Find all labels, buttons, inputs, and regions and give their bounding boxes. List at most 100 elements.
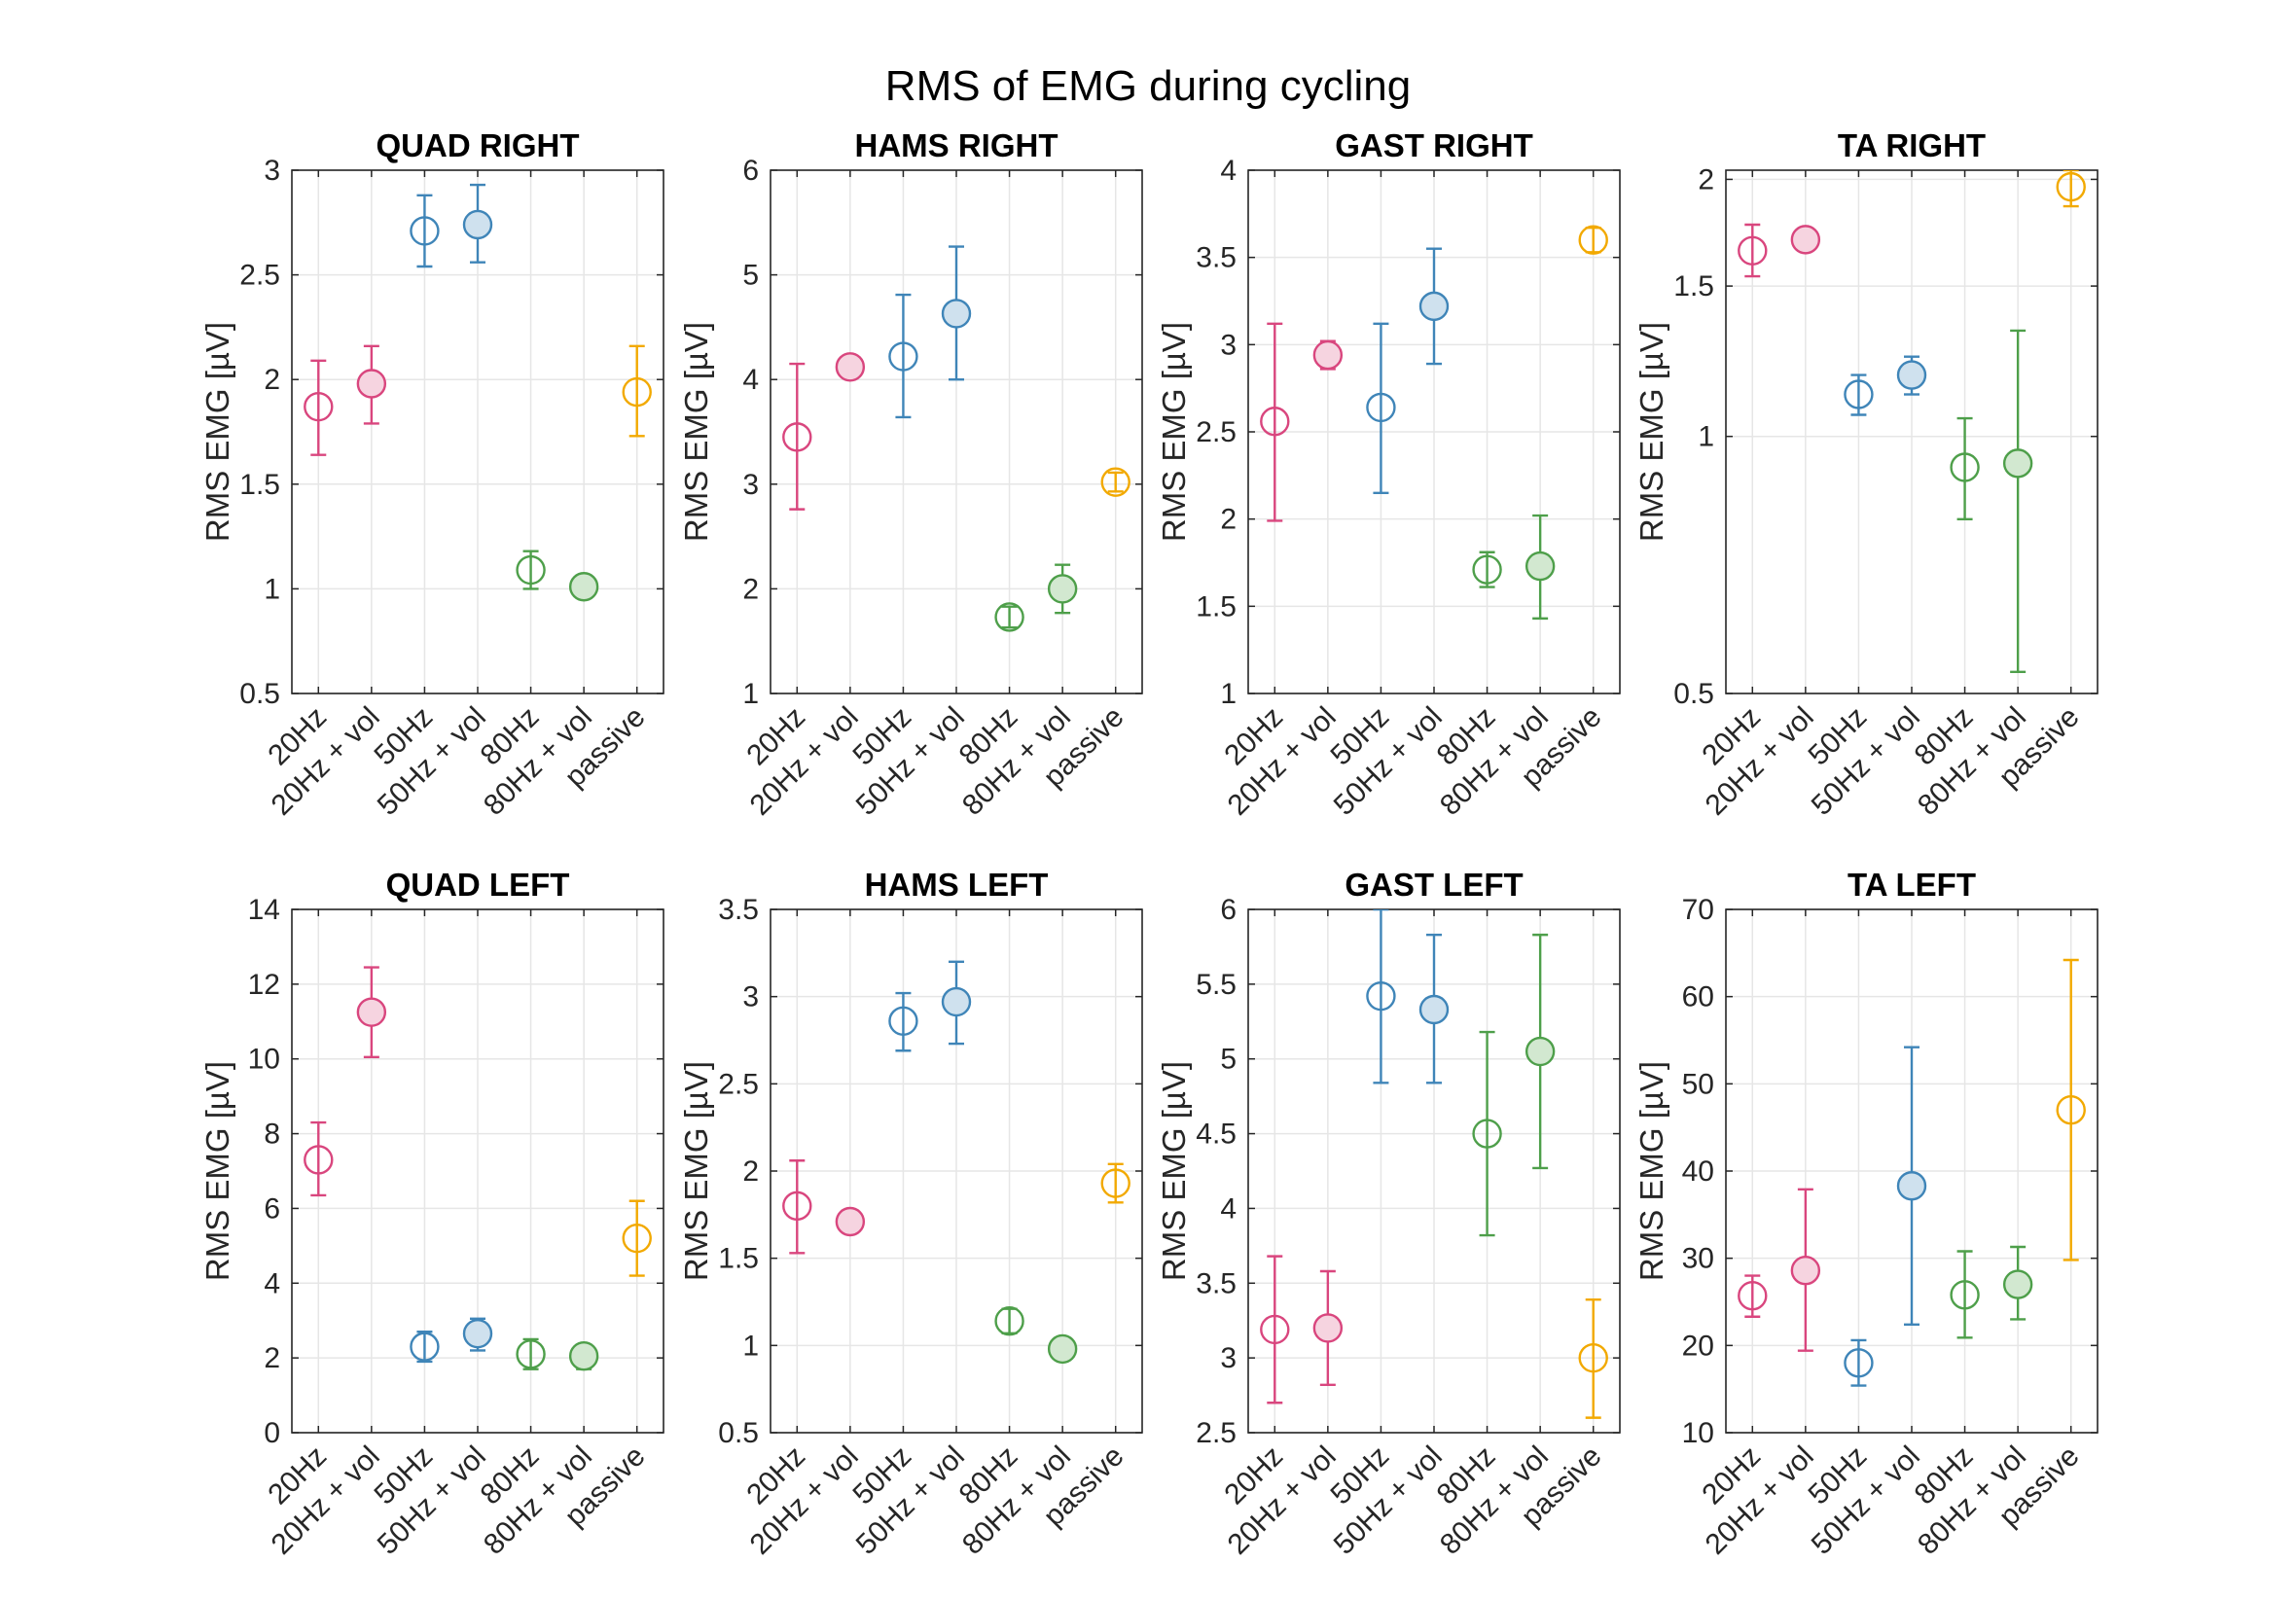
data-point	[304, 391, 334, 422]
y-axis-label: RMS EMG [µV]	[1156, 322, 1192, 542]
y-tick-label: 2.5	[718, 1068, 759, 1100]
data-point	[1312, 1313, 1344, 1343]
y-tick-label: 20	[1682, 1330, 1714, 1362]
data-point	[782, 422, 812, 452]
y-tick-label: 14	[248, 894, 280, 926]
y-tick-label: 1	[1220, 678, 1237, 710]
data-point	[2056, 171, 2086, 202]
marks	[782, 245, 1130, 632]
data-point	[835, 1206, 866, 1237]
y-tick-label: 3.5	[1196, 242, 1237, 274]
subplot-title: HAMS RIGHT	[855, 127, 1058, 163]
data-point	[888, 1006, 918, 1036]
subplot-title: HAMS LEFT	[865, 867, 1049, 903]
y-tick-label: 10	[1682, 1417, 1714, 1449]
figure-title: RMS of EMG during cycling	[885, 62, 1411, 110]
data-point	[1100, 467, 1130, 497]
y-axis-label: RMS EMG [µV]	[1633, 1061, 1669, 1281]
y-tick-label: 2	[1698, 163, 1714, 195]
data-point	[304, 1145, 334, 1175]
marks	[1738, 170, 2086, 673]
y-tick-label: 4.5	[1196, 1119, 1237, 1151]
marks	[782, 960, 1130, 1365]
y-axis-label: RMS EMG [µV]	[199, 1061, 235, 1281]
y-tick-label: 5	[1220, 1044, 1237, 1076]
y-tick-label: 40	[1682, 1155, 1714, 1188]
data-point	[1260, 1314, 1290, 1345]
subplot-title: QUAD LEFT	[386, 867, 570, 903]
data-point	[622, 376, 652, 408]
data-point	[994, 1306, 1024, 1336]
data-point	[356, 997, 387, 1027]
data-point	[1312, 339, 1344, 371]
data-point	[516, 554, 546, 586]
data-point	[1896, 360, 1927, 390]
data-point	[1790, 225, 1821, 255]
y-tick-label: 4	[264, 1267, 280, 1299]
subplot-title: TA LEFT	[1848, 867, 1976, 903]
y-tick-label: 0.5	[718, 1417, 759, 1449]
y-tick-label: 3	[742, 469, 759, 501]
y-tick-label: 30	[1682, 1243, 1714, 1275]
y-tick-label: 1.5	[1673, 270, 1714, 302]
data-point	[1260, 407, 1290, 437]
y-axis-label: RMS EMG [µV]	[1633, 322, 1669, 542]
y-tick-label: 1.5	[718, 1243, 759, 1275]
data-point	[1100, 1168, 1130, 1198]
y-tick-label: 3.5	[718, 894, 759, 926]
data-point	[1950, 452, 1980, 482]
data-point	[1472, 1119, 1502, 1149]
y-tick-label: 1.5	[1196, 590, 1237, 622]
y-axis-label: RMS EMG [µV]	[678, 322, 714, 542]
marks	[304, 966, 652, 1371]
data-point	[1418, 994, 1450, 1025]
data-point	[568, 572, 599, 602]
y-tick-label: 1	[1698, 421, 1714, 453]
data-point	[1844, 379, 1874, 409]
subplot-title: GAST LEFT	[1345, 867, 1523, 903]
subplot-title: QUAD RIGHT	[377, 127, 580, 163]
y-tick-label: 4	[1220, 1192, 1237, 1225]
data-point	[1738, 235, 1768, 266]
marks	[1738, 958, 2086, 1387]
data-point	[462, 209, 493, 240]
subplot-title: GAST RIGHT	[1335, 127, 1533, 163]
data-point	[888, 341, 918, 372]
data-point	[994, 602, 1024, 632]
y-tick-label: 2.5	[239, 260, 280, 292]
data-point	[1472, 554, 1502, 585]
data-point	[1525, 551, 1556, 582]
data-point	[1738, 1281, 1768, 1311]
data-point	[410, 216, 440, 246]
data-point	[622, 1223, 652, 1254]
y-tick-label: 0.5	[239, 678, 280, 710]
data-point	[462, 1318, 493, 1349]
data-point	[835, 352, 866, 382]
y-tick-label: 3	[742, 981, 759, 1013]
y-tick-label: 60	[1682, 981, 1714, 1013]
data-point	[1366, 980, 1396, 1012]
data-point	[941, 986, 972, 1017]
y-tick-label: 3.5	[1196, 1267, 1237, 1299]
y-axis-label: RMS EMG [µV]	[199, 322, 235, 542]
y-tick-label: 0.5	[1673, 678, 1714, 710]
marks	[304, 183, 652, 602]
y-tick-label: 2.5	[1196, 416, 1237, 448]
data-point	[1047, 1333, 1078, 1365]
data-point	[1366, 392, 1396, 423]
y-tick-label: 70	[1682, 894, 1714, 926]
y-tick-label: 10	[248, 1044, 280, 1076]
y-tick-label: 1	[742, 678, 759, 710]
y-tick-label: 6	[264, 1192, 280, 1225]
data-point	[941, 299, 972, 329]
data-point	[1047, 574, 1078, 604]
y-tick-label: 3	[264, 155, 280, 187]
data-point	[1578, 1342, 1608, 1373]
